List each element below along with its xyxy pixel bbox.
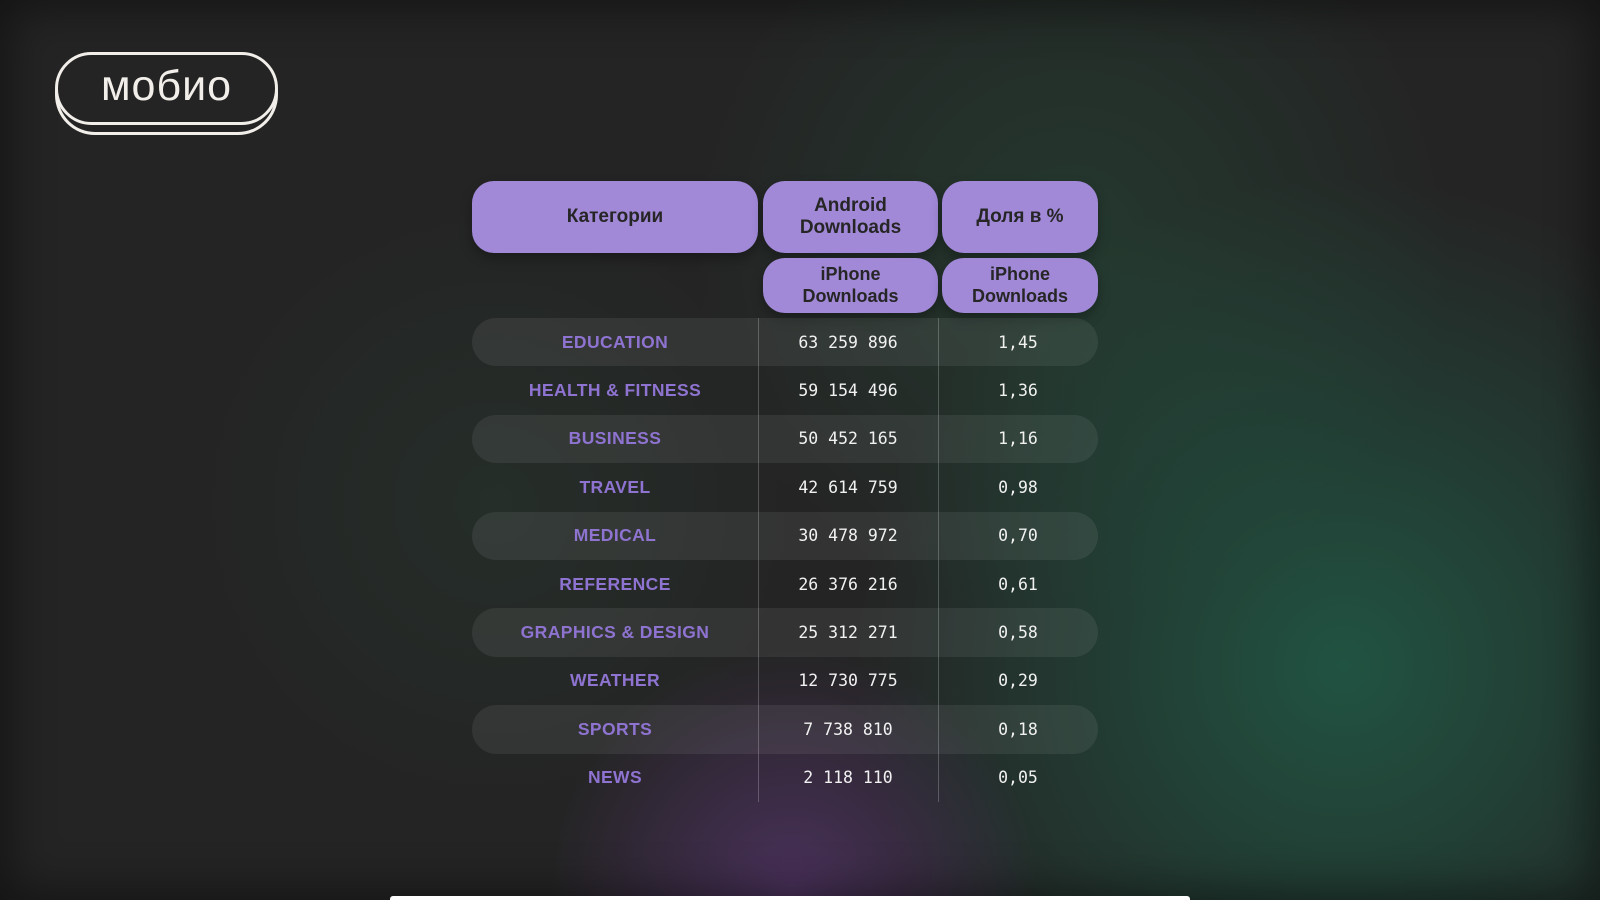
downloads-cell: 63 259 896 xyxy=(798,332,898,352)
share-cell: 0,29 xyxy=(998,671,1038,691)
category-cell: WEATHER xyxy=(570,670,660,691)
table-row: HEALTH & FITNESS 59 154 496 1,36 xyxy=(472,366,1098,414)
category-cell: REFERENCE xyxy=(559,573,671,594)
category-cell: EDUCATION xyxy=(561,331,669,352)
downloads-cell: 59 154 496 xyxy=(798,381,898,401)
mobio-logo: мобио xyxy=(55,52,278,135)
table-row: TRAVEL 42 614 759 0,98 xyxy=(472,463,1098,511)
header-share-percent: Доля в % xyxy=(942,181,1098,253)
downloads-cell: 12 730 775 xyxy=(798,671,898,691)
table-header-row-2: iPhone Downloads iPhone Downloads xyxy=(472,258,1098,313)
downloads-cell: 2 118 110 xyxy=(803,768,893,788)
category-cell: SPORTS xyxy=(577,718,653,739)
header-categories: Категории xyxy=(472,181,758,253)
downloads-cell: 26 376 216 xyxy=(798,574,898,594)
header-android-downloads: Android Downloads xyxy=(763,181,938,253)
share-cell: 1,16 xyxy=(998,429,1038,449)
table-row: GRAPHICS & DESIGN 25 312 271 0,58 xyxy=(472,608,1098,657)
logo-text: мобио xyxy=(100,62,233,110)
share-cell: 0,58 xyxy=(998,623,1038,643)
table-row: BUSINESS 50 452 165 1,16 xyxy=(472,414,1098,464)
downloads-cell: 7 738 810 xyxy=(803,719,893,739)
share-cell: 0,18 xyxy=(998,719,1038,739)
header-spacer xyxy=(472,258,763,313)
category-cell: NEWS xyxy=(587,767,643,788)
downloads-cell: 30 478 972 xyxy=(798,526,898,546)
share-cell: 1,36 xyxy=(998,381,1038,401)
category-cell: MEDICAL xyxy=(573,525,657,546)
table-row: REFERENCE 26 376 216 0,61 xyxy=(472,560,1098,608)
category-cell: GRAPHICS & DESIGN xyxy=(520,622,710,643)
column-divider-1 xyxy=(758,318,759,802)
downloads-cell: 50 452 165 xyxy=(798,429,898,449)
category-cell: HEALTH & FITNESS xyxy=(528,380,702,401)
share-cell: 0,61 xyxy=(998,574,1038,594)
share-cell: 0,70 xyxy=(998,526,1038,546)
downloads-table: Категории Android Downloads Доля в % iPh… xyxy=(472,181,1098,802)
category-cell: TRAVEL xyxy=(579,476,651,497)
table-row: EDUCATION 63 259 896 1,45 xyxy=(472,318,1098,367)
table-row: WEATHER 12 730 775 0,29 xyxy=(472,657,1098,705)
column-divider-2 xyxy=(938,318,939,802)
bottom-edge-bar xyxy=(390,896,1190,900)
share-cell: 1,45 xyxy=(998,332,1038,352)
share-cell: 0,05 xyxy=(998,768,1038,788)
share-cell: 0,98 xyxy=(998,477,1038,497)
downloads-cell: 25 312 271 xyxy=(798,623,898,643)
downloads-cell: 42 614 759 xyxy=(798,477,898,497)
subheader-iphone-downloads-left: iPhone Downloads xyxy=(763,258,938,313)
table-row: SPORTS 7 738 810 0,18 xyxy=(472,705,1098,754)
table-header-row-1: Категории Android Downloads Доля в % xyxy=(472,181,1098,253)
table-row: NEWS 2 118 110 0,05 xyxy=(472,754,1098,802)
table-body: EDUCATION 63 259 896 1,45 HEALTH & FITNE… xyxy=(472,318,1098,802)
table-row: MEDICAL 30 478 972 0,70 xyxy=(472,511,1098,560)
category-cell: BUSINESS xyxy=(568,428,662,449)
subheader-iphone-downloads-right: iPhone Downloads xyxy=(942,258,1098,313)
